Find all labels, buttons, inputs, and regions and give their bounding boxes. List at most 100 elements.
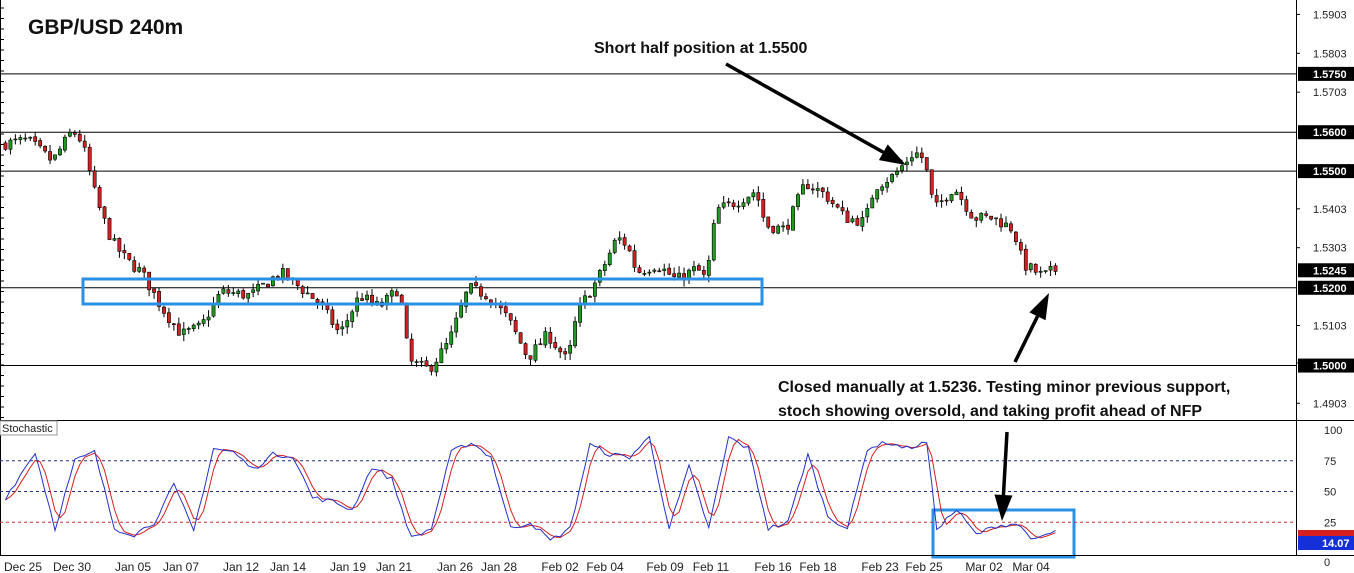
candle-body-bull (186, 328, 191, 330)
candle (251, 283, 256, 298)
candle-body-bull (850, 218, 855, 223)
candle (801, 179, 805, 195)
candle-body-bull (741, 202, 746, 207)
candle-body-bear (1053, 265, 1058, 272)
candle-body-bear (538, 343, 543, 346)
candle-body-bull (439, 348, 444, 364)
candle-body-bear (102, 206, 107, 219)
candle-body-bull (137, 267, 142, 272)
candle-body-bull (256, 284, 260, 292)
candle-body-bear (82, 140, 87, 148)
candle (617, 231, 622, 245)
candle (885, 177, 890, 193)
candle (632, 244, 637, 272)
candle-body-bull (305, 292, 310, 295)
candle-body-bull (271, 276, 275, 287)
candle-body-bear (122, 250, 127, 254)
candle-body-bull (642, 273, 647, 275)
candle (429, 364, 434, 376)
candle (484, 293, 488, 301)
candle (662, 263, 667, 277)
x-tick-label: Jan 05 (115, 560, 151, 573)
candle-body-bull (18, 137, 23, 140)
candle (171, 322, 176, 331)
candle-body-bear (518, 332, 523, 344)
candle (266, 283, 270, 288)
candle-body-bear (830, 199, 835, 204)
candle (563, 348, 568, 361)
candle (810, 183, 815, 195)
candle (77, 129, 82, 143)
arrow-head (994, 494, 1013, 521)
candle (53, 154, 57, 162)
candle-body-bull (801, 184, 805, 195)
candle (929, 169, 934, 199)
candle-body-bull (909, 157, 914, 162)
arrow-shaft (1001, 431, 1009, 496)
candle-body-bull (791, 206, 795, 231)
candle (28, 136, 33, 141)
candle-body-bear (474, 282, 478, 286)
candle (157, 287, 161, 312)
candle-body-bear (162, 306, 166, 314)
candle-body-bull (434, 361, 439, 373)
candle-body-bear (924, 157, 929, 171)
y-tick-label: 1.4903 (1313, 398, 1347, 410)
candle (761, 192, 766, 222)
candle-body-bear (484, 296, 488, 300)
candle-body-bull (602, 264, 607, 271)
candle (845, 207, 850, 223)
candle (186, 326, 191, 335)
candle-body-bear (766, 216, 771, 228)
annotation-closed-line-1: Closed manually at 1.5236. Testing minor… (778, 379, 1230, 396)
candle-body-bear (409, 338, 414, 362)
candle-body-bear (429, 365, 434, 372)
candle-body-bull (533, 344, 538, 361)
date-axis: Dec 25 Dec 30 Jan 05 Jan 07 Jan 12 Jan 14 Jan … (4, 560, 1050, 573)
candle-body-bull (578, 302, 582, 323)
candle-body-bear (315, 299, 320, 303)
candle-body-bull (895, 171, 899, 175)
candle (1053, 263, 1058, 276)
candle (444, 337, 449, 354)
candle (508, 313, 513, 326)
candle-body-bear (97, 187, 102, 208)
candle-body-bull (454, 317, 459, 333)
candle-body-bull (340, 326, 345, 330)
candle-body-bear (944, 199, 949, 202)
candle (592, 278, 597, 303)
candle-body-bull (191, 324, 196, 329)
candle (815, 182, 820, 198)
candle (206, 310, 211, 327)
candle-body-bear (360, 298, 364, 301)
candle-body-bear (756, 192, 761, 201)
candle-body-bull (419, 360, 424, 363)
candle-body-bull (8, 139, 13, 150)
candle (944, 197, 949, 206)
candle (924, 157, 929, 172)
candle-body-bear (588, 296, 592, 298)
candle (1023, 244, 1028, 276)
candle-body-bear (479, 286, 483, 297)
candle (895, 167, 899, 178)
candle-body-bear (132, 260, 137, 272)
candle (731, 199, 736, 210)
candle (746, 196, 751, 206)
candle-body-bull (246, 293, 251, 299)
candle (741, 198, 746, 210)
candle-body-bear (701, 269, 706, 275)
candle-body-bull (181, 328, 186, 335)
candle-body-bull (449, 331, 454, 345)
arrow-head (878, 144, 906, 165)
candle-body-bull (464, 291, 469, 307)
level-tag-label: 1.5200 (1313, 283, 1347, 295)
candle-body-bull (63, 136, 67, 151)
candle-body-bear (657, 270, 662, 273)
candle (791, 205, 795, 231)
candle (439, 342, 444, 364)
candle-body-bull (365, 294, 369, 301)
candle (449, 325, 454, 348)
candle (528, 355, 533, 366)
